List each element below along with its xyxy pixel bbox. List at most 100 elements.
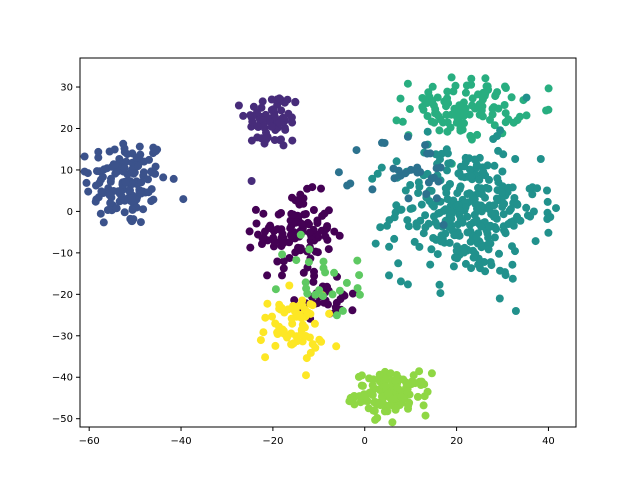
scatter-point xyxy=(323,282,331,291)
y-tick-label: −10 xyxy=(52,248,73,259)
y-tick-label: −20 xyxy=(52,290,73,301)
scatter-point xyxy=(127,217,136,226)
scatter-point xyxy=(303,184,312,193)
scatter-point xyxy=(444,99,453,108)
scatter-point xyxy=(396,94,405,103)
scatter-point xyxy=(423,112,432,120)
scatter-point xyxy=(246,243,255,252)
scatter-point xyxy=(259,122,268,131)
scatter-point xyxy=(82,178,91,187)
scatter-point xyxy=(431,105,440,114)
scatter-point xyxy=(263,299,272,308)
scatter-point xyxy=(169,174,178,183)
scatter-point xyxy=(381,382,390,391)
scatter-point xyxy=(147,185,156,194)
scatter-point xyxy=(427,245,436,254)
y-tick-label: −30 xyxy=(52,331,73,342)
scatter-point xyxy=(403,132,412,141)
scatter-point xyxy=(513,200,522,209)
scatter-point xyxy=(297,219,306,228)
scatter-point xyxy=(467,264,476,273)
scatter-point xyxy=(511,307,520,315)
scatter-point xyxy=(105,147,114,156)
scatter-point xyxy=(504,183,513,192)
scatter-point xyxy=(423,387,432,396)
scatter-point xyxy=(309,206,318,214)
scatter-point xyxy=(368,185,377,194)
scatter-point xyxy=(515,112,524,121)
scatter-point xyxy=(294,243,302,252)
scatter-point xyxy=(159,173,168,182)
scatter-point xyxy=(315,286,324,295)
scatter-point xyxy=(403,79,412,88)
scatter-point xyxy=(120,208,129,217)
scatter-point xyxy=(80,167,89,176)
scatter-point xyxy=(414,178,423,187)
scatter-point xyxy=(430,212,438,221)
scatter-point xyxy=(279,257,288,266)
scatter-point xyxy=(325,309,334,318)
scatter-point xyxy=(343,181,352,190)
scatter-point xyxy=(144,175,152,184)
scatter-point xyxy=(136,218,145,227)
scatter-point xyxy=(275,300,284,309)
scatter-point xyxy=(486,258,495,267)
scatter-point xyxy=(288,136,297,145)
scatter-point xyxy=(533,184,542,193)
scatter-point xyxy=(453,254,462,263)
scatter-point xyxy=(368,174,377,183)
scatter-point xyxy=(263,271,272,280)
scatter-point xyxy=(501,228,510,237)
scatter-point xyxy=(432,194,441,203)
scatter-point xyxy=(390,174,399,183)
scatter-point xyxy=(437,237,446,246)
scatter-point xyxy=(423,149,432,158)
scatter-point xyxy=(358,381,367,390)
scatter-point xyxy=(303,308,312,317)
scatter-point xyxy=(320,209,329,218)
scatter-point xyxy=(111,160,120,169)
scatter-point xyxy=(522,93,531,102)
scatter-point xyxy=(469,253,478,262)
scatter-point xyxy=(509,221,518,230)
scatter-point xyxy=(498,167,507,176)
scatter-point xyxy=(273,257,282,266)
scatter-point xyxy=(486,115,494,124)
scatter-point xyxy=(120,144,129,153)
scatter-point xyxy=(416,168,425,176)
scatter-point xyxy=(450,231,459,240)
y-tick-label: 30 xyxy=(60,83,73,94)
scatter-point xyxy=(105,191,114,200)
scatter-point xyxy=(127,194,136,202)
scatter-point xyxy=(355,290,364,299)
scatter-point xyxy=(277,135,285,144)
scatter-point xyxy=(248,112,257,121)
scatter-point xyxy=(392,157,401,166)
scatter-point xyxy=(247,177,256,185)
scatter-point xyxy=(277,106,286,115)
scatter-point xyxy=(335,286,344,295)
scatter-point xyxy=(459,111,468,120)
scatter-point xyxy=(299,268,308,277)
scatter-point xyxy=(543,197,552,206)
x-tick-label: 20 xyxy=(450,436,463,447)
scatter-point xyxy=(96,209,105,218)
scatter-point xyxy=(363,397,372,406)
scatter-point xyxy=(452,246,461,255)
scatter-point xyxy=(98,172,107,181)
scatter-point xyxy=(305,245,314,254)
scatter-point xyxy=(259,328,268,337)
scatter-point xyxy=(468,193,477,202)
scatter-point xyxy=(121,177,130,186)
scatter-point xyxy=(284,109,293,118)
scatter-point xyxy=(386,369,395,378)
scatter-point xyxy=(474,90,482,99)
scatter-point xyxy=(475,175,484,184)
scatter-point xyxy=(546,213,555,221)
scatter-point xyxy=(477,106,486,115)
scatter-point xyxy=(304,258,313,267)
scatter-point xyxy=(418,94,427,102)
scatter-point xyxy=(442,110,451,119)
scatter-point xyxy=(398,117,407,126)
scatter-point xyxy=(454,169,463,178)
